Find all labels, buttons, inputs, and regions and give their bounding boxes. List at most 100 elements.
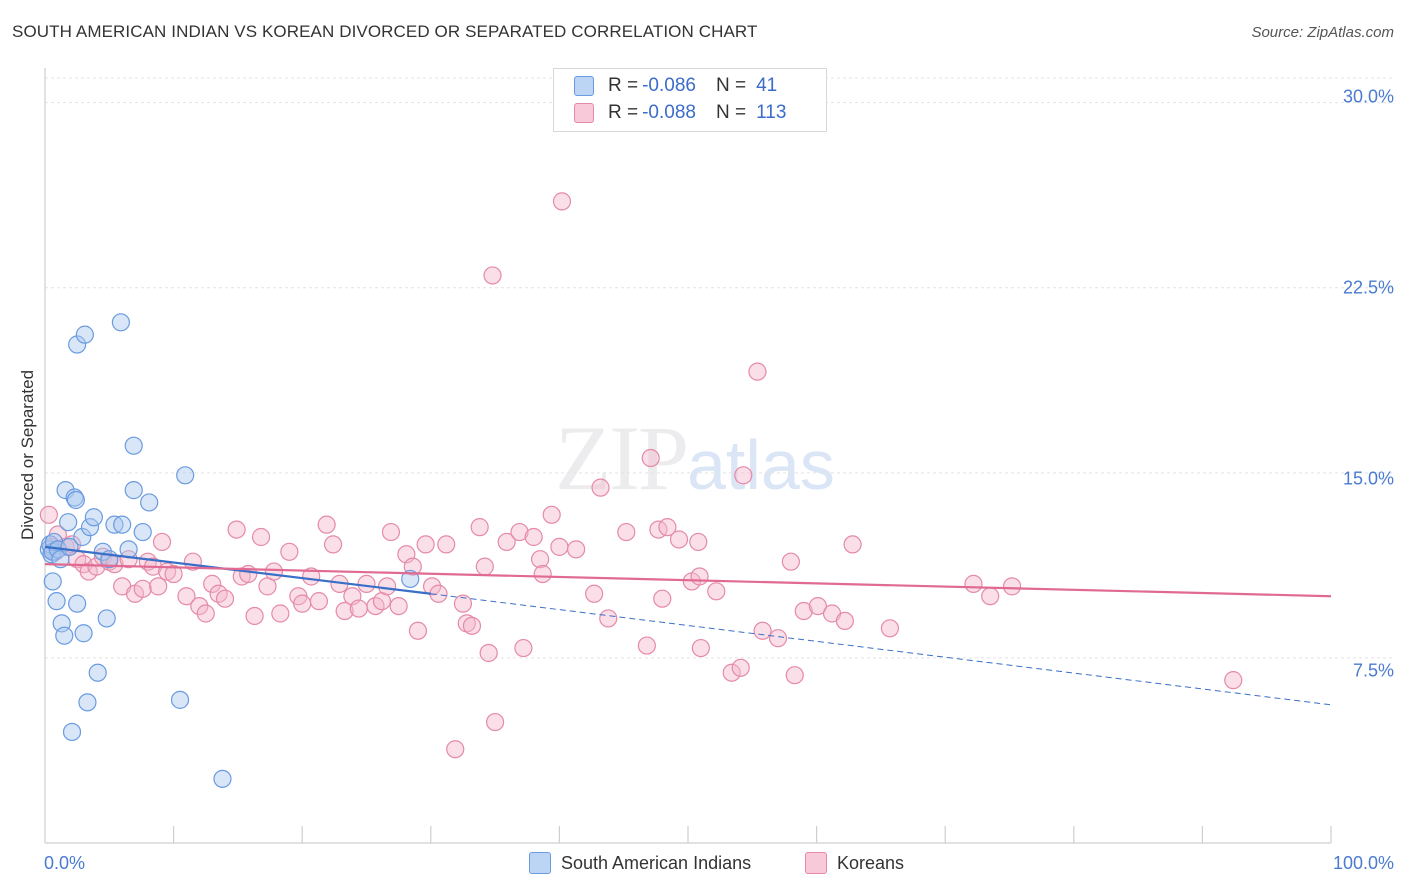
point-south-american-indian [68,594,87,613]
point-korean [317,515,336,534]
point-south-american-indian [124,436,143,455]
point-korean [637,636,656,655]
point-south-american-indian [140,493,159,512]
point-korean [785,666,804,685]
point-korean [880,619,900,638]
point-south-american-indian [59,513,78,532]
point-korean [531,550,550,569]
point-korean [599,609,618,628]
point-south-american-indian [113,515,132,534]
x-tick-label-min: 0.0% [44,853,86,873]
point-korean [479,643,498,663]
point-korean [781,552,800,571]
point-korean [422,577,442,596]
point-korean [196,604,215,623]
point-korean [453,594,473,613]
point-korean [1224,671,1243,690]
point-korean [164,564,183,584]
point-korean [550,537,569,556]
bottom-legend-koreans: Koreans [805,852,904,874]
point-korean [251,527,271,547]
point-korean [39,505,58,524]
point-south-american-indian [88,663,107,682]
point-south-american-indian [80,518,100,537]
point-korean [689,532,708,552]
point-south-american-indian [73,527,92,547]
point-korean [293,594,312,613]
watermark: ZIPatlas [555,405,835,511]
point-south-american-indian [213,769,232,788]
point-south-american-indian [43,572,62,591]
point-korean [133,579,152,598]
legend-row-south-american-indians: R = -0.086 N = 41 [574,74,777,98]
legend-swatch-pink [574,103,594,123]
point-south-american-indian [97,609,116,628]
trendline-south-american-indians [44,545,431,595]
point-korean [707,582,726,601]
point-korean [617,522,636,542]
point-korean [486,712,505,732]
point-korean [731,658,750,677]
point-korean [349,599,368,618]
point-korean [190,596,209,616]
y-tick-label-7-5: 7.5% [1352,660,1394,681]
point-korean [462,616,482,635]
point-korean [245,606,264,626]
legend-r-label: R = [608,75,639,96]
bottom-legend-south-american-indians: South American Indians [529,852,751,874]
point-korean [981,587,1000,606]
point-korean [653,589,672,608]
point-south-american-indian [75,325,94,344]
point-korean [641,448,660,468]
legend-swatch-blue [574,76,594,96]
bottom-legend-swatch-blue [529,852,551,874]
point-south-american-indian [170,690,190,709]
y-tick-label-15: 15.0% [1342,468,1394,489]
point-korean [323,535,343,554]
point-korean [215,589,235,608]
point-korean [964,574,983,593]
point-korean [585,584,604,603]
point-korean [119,550,138,569]
point-korean [514,638,533,658]
point-korean [446,740,465,759]
legend-r-value: -0.086 [642,75,696,96]
point-korean [794,601,813,621]
point-korean [203,574,222,593]
point-korean [470,518,489,537]
point-korean [408,621,428,640]
point-korean [357,574,376,593]
chart-title: SOUTH AMERICAN INDIAN VS KOREAN DIVORCED… [12,22,758,41]
point-korean [748,362,767,381]
point-south-american-indian [47,592,66,611]
point-south-american-indian [111,313,130,332]
legend-n-label: N = [715,102,747,123]
point-korean [542,505,561,524]
y-tick-label-30: 30.0% [1342,86,1394,107]
point-korean [152,532,172,552]
point-korean [377,577,397,596]
point-south-american-indian [68,335,87,354]
point-korean [264,562,284,581]
point-korean [843,535,862,554]
source-label: Source: ZipAtlas.com [1251,24,1394,41]
point-korean [497,532,516,552]
point-korean [510,522,529,542]
point-south-american-indian [74,624,93,643]
correlation-legend: R = -0.086 N = 41 R = -0.088 N = 113 [553,68,827,132]
legend-r-label: R = [608,102,639,123]
point-south-american-indian [105,515,124,534]
point-south-american-indian [78,693,97,712]
legend-r-value: -0.088 [642,102,696,123]
point-korean [416,535,435,554]
watermark-atlas: atlas [687,426,835,504]
point-korean [437,535,456,554]
point-korean [381,522,401,542]
point-korean [475,557,494,576]
legend-n-label: N = [715,75,747,96]
point-korean [669,530,689,549]
legend-row-koreans: R = -0.088 N = 113 [574,101,786,125]
point-korean [768,629,788,648]
point-korean [808,596,827,616]
point-korean [753,621,772,640]
